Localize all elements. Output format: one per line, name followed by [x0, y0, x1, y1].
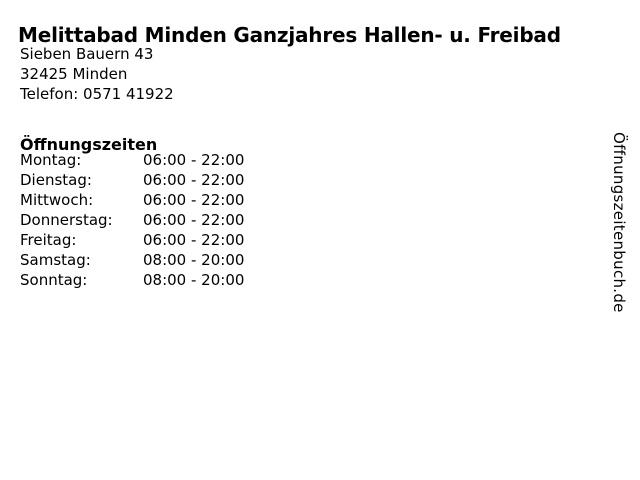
table-row: Mittwoch: 06:00 - 22:00: [20, 190, 244, 210]
day-label: Dienstag:: [20, 171, 92, 189]
time-value: 08:00 - 20:00: [143, 251, 245, 269]
time-value: 06:00 - 22:00: [143, 151, 245, 169]
opening-hours-table: Montag: 06:00 - 22:00 Dienstag: 06:00 - …: [20, 150, 244, 290]
address-block: Sieben Bauern 43 32425 Minden Telefon: 0…: [20, 44, 174, 104]
opening-hours-heading: Öffnungszeiten: [20, 135, 158, 155]
table-row: Freitag: 06:00 - 22:00: [20, 230, 244, 250]
table-row: Montag: 06:00 - 22:00: [20, 150, 244, 170]
day-label: Montag:: [20, 151, 82, 169]
site-watermark: Öffnungszeitenbuch.de: [610, 132, 628, 313]
day-label: Sonntag:: [20, 271, 88, 289]
address-phone: Telefon: 0571 41922: [20, 85, 174, 103]
time-value: 06:00 - 22:00: [143, 231, 245, 249]
day-label: Donnerstag:: [20, 211, 113, 229]
day-label: Samstag:: [20, 251, 91, 269]
table-row: Donnerstag: 06:00 - 22:00: [20, 210, 244, 230]
time-value: 08:00 - 20:00: [143, 271, 245, 289]
day-label: Mittwoch:: [20, 191, 94, 209]
time-value: 06:00 - 22:00: [143, 211, 245, 229]
table-row: Samstag: 08:00 - 20:00: [20, 250, 244, 270]
address-street: Sieben Bauern 43: [20, 45, 154, 63]
time-value: 06:00 - 22:00: [143, 191, 245, 209]
table-row: Sonntag: 08:00 - 20:00: [20, 270, 244, 290]
day-label: Freitag:: [20, 231, 77, 249]
table-row: Dienstag: 06:00 - 22:00: [20, 170, 244, 190]
address-city: 32425 Minden: [20, 65, 128, 83]
time-value: 06:00 - 22:00: [143, 171, 245, 189]
page-title: Melittabad Minden Ganzjahres Hallen- u. …: [18, 23, 561, 48]
